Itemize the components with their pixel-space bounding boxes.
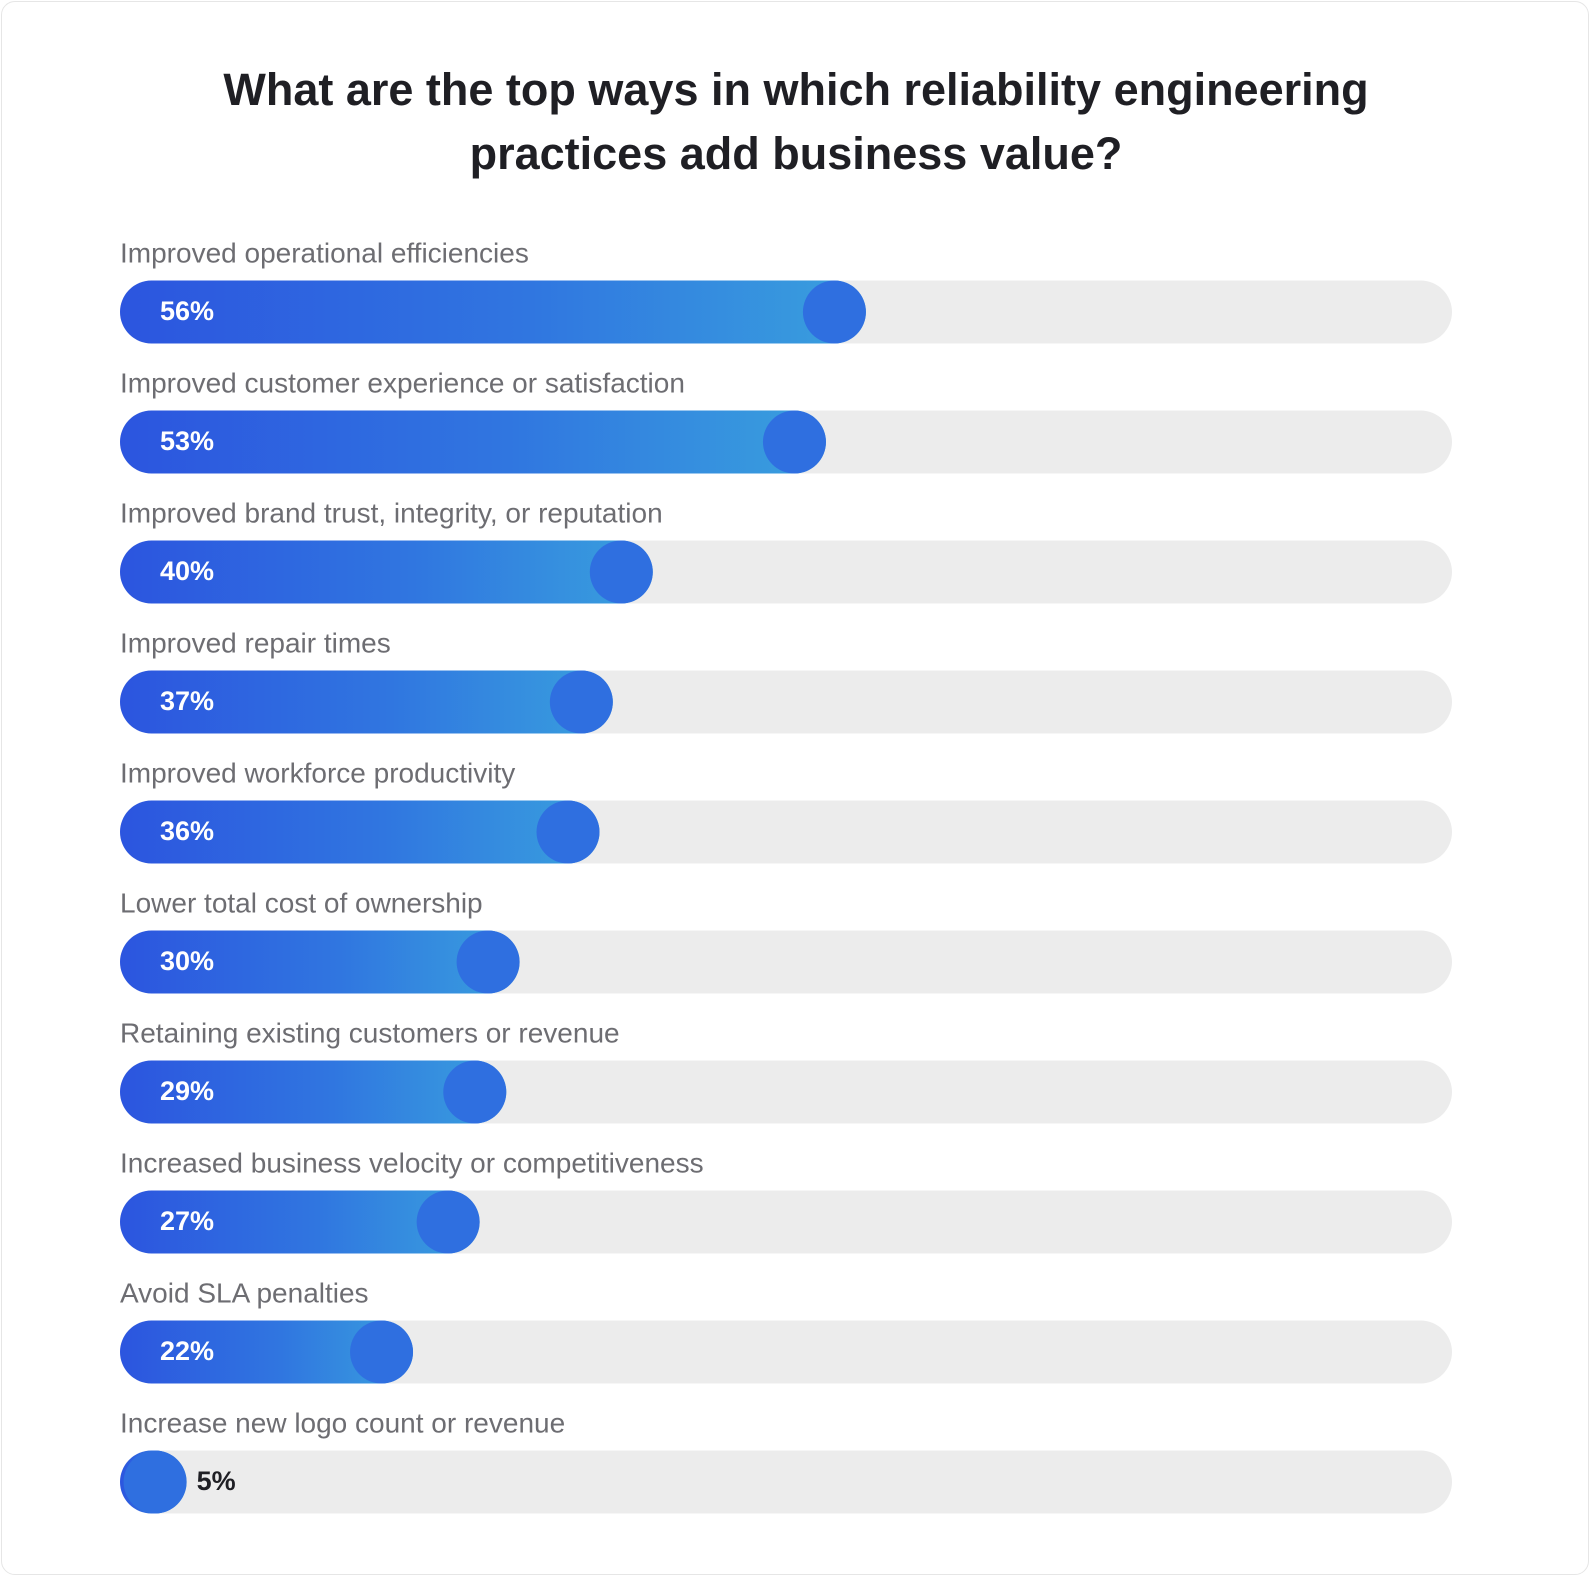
category-label: Improved brand trust, integrity, or repu… (120, 497, 663, 528)
category-label: Improved customer experience or satisfac… (120, 367, 685, 398)
bar-end (802, 280, 866, 344)
track (120, 1320, 1452, 1384)
value-label: 22% (160, 1336, 214, 1366)
bar (120, 800, 600, 864)
bar-end (123, 1450, 187, 1514)
category-label: Improved repair times (120, 627, 391, 658)
bar (120, 1320, 414, 1384)
value-label: 56% (160, 296, 214, 326)
category-label: Increase new logo count or revenue (120, 1407, 565, 1438)
category-label: Increased business velocity or competiti… (120, 1147, 704, 1178)
value-label: 36% (160, 816, 214, 846)
category-label: Improved workforce productivity (120, 757, 515, 788)
bar-end (416, 1190, 480, 1254)
bar-end (536, 800, 600, 864)
category-label: Improved operational efficiencies (120, 237, 529, 268)
bar (120, 410, 826, 474)
category-label: Avoid SLA penalties (120, 1277, 369, 1308)
track (120, 1450, 1452, 1514)
chart-title: What are the top ways in which reliabili… (223, 64, 1369, 179)
category-label: Retaining existing customers or revenue (120, 1017, 620, 1048)
bar (120, 930, 520, 994)
bar-end (589, 540, 653, 604)
value-label: 29% (160, 1076, 214, 1106)
value-label: 40% (160, 556, 214, 586)
bar (120, 280, 866, 344)
value-label: 30% (160, 946, 214, 976)
bar-end (350, 1320, 414, 1384)
value-label: 27% (160, 1206, 214, 1236)
bar (120, 670, 613, 734)
value-label: 53% (160, 426, 214, 456)
bar (120, 1060, 507, 1124)
bar (120, 540, 653, 604)
bar-end (456, 930, 520, 994)
bar (120, 1190, 480, 1254)
value-label: 37% (160, 686, 214, 716)
bar-end (443, 1060, 507, 1124)
bar-end (762, 410, 826, 474)
value-label: 5% (197, 1466, 236, 1496)
category-label: Lower total cost of ownership (120, 887, 483, 918)
bar-end (549, 670, 613, 734)
